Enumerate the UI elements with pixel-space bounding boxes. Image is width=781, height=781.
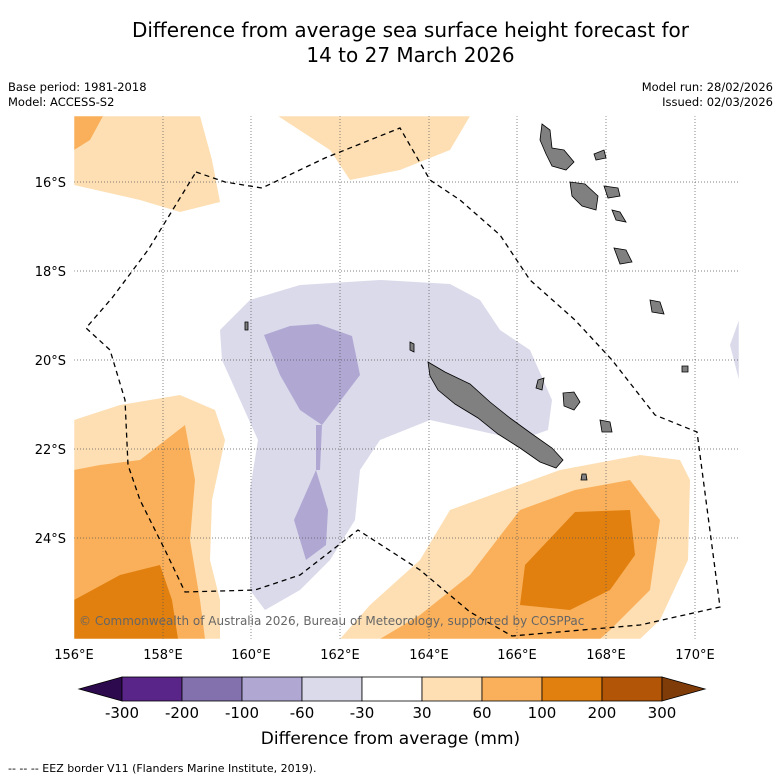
issued-date: Issued: 02/03/2026 (662, 95, 773, 109)
anomaly-region-purple-north (264, 324, 360, 425)
eez-border-line (85, 127, 721, 637)
colorbar-tick: 30 (412, 704, 432, 722)
anomaly-region-purple-neck (316, 425, 322, 470)
colorbar-segment (541, 676, 603, 702)
colorbar-tick: -300 (104, 704, 140, 722)
anomaly-region-orange-nw (74, 116, 103, 150)
colorbar-segment (481, 676, 543, 702)
lat-label: 18°S (35, 265, 66, 280)
island-pentecost (603, 185, 621, 199)
island-tanna (681, 365, 689, 373)
colorbar-label: Difference from average (mm) (260, 729, 521, 749)
colorbar-tick: 60 (472, 704, 492, 722)
eez-footnote: -- -- -- EEZ border V11 (Flanders Marine… (8, 762, 317, 775)
lon-label: 168°E (586, 648, 626, 663)
colorbar-segment (601, 676, 663, 702)
anomaly-region-lavender-east (730, 320, 739, 380)
anomaly-region-light-orange-n (278, 116, 470, 180)
lat-label: 20°S (35, 354, 66, 369)
colorbar-tick: -200 (164, 704, 200, 722)
meta-left: Base period: 1981-2018 Model: ACCESS-S2 (8, 80, 147, 110)
island-ambrym (611, 209, 627, 223)
lat-label: 16°S (35, 176, 66, 191)
anomaly-region-purple-south (294, 470, 328, 560)
lon-label: 156°E (54, 648, 94, 663)
island-small-1 (580, 473, 588, 481)
lat-label: 22°S (35, 443, 66, 458)
island-new-caledonia (427, 361, 564, 469)
gridlines (74, 116, 739, 639)
map-frame (73, 115, 740, 640)
colorbar-tick: -100 (224, 704, 260, 722)
lat-label: 24°S (35, 532, 66, 547)
anomaly-region-dark-orange-w (74, 565, 178, 639)
lon-label: 164°E (409, 648, 449, 663)
copyright-notice: © Commonwealth of Australia 2026, Bureau… (79, 614, 585, 628)
lon-axis-labels: 156°E 158°E 160°E 162°E 164°E 166°E 168°… (54, 648, 715, 663)
colorbar-over-arrow (661, 676, 707, 702)
colorbar-tick: -30 (349, 704, 375, 722)
island-small-3 (409, 341, 415, 353)
island-espiritu-santo (539, 123, 575, 171)
colorbar-tick: -60 (289, 704, 315, 722)
colorbar-tick: 200 (587, 704, 617, 722)
colorbar-segment (181, 676, 243, 702)
model-run: Model run: 28/02/2026 (641, 80, 773, 94)
colorbar-tick: 300 (647, 704, 677, 722)
island-mare (599, 419, 613, 433)
anomaly-region-light-orange-nw (74, 116, 220, 212)
island-erromango (649, 299, 665, 315)
lon-label: 162°E (320, 648, 360, 663)
island-small-2 (244, 321, 249, 331)
lon-label: 158°E (143, 648, 183, 663)
land-masses (244, 123, 689, 481)
colorbar-tick: 100 (527, 704, 557, 722)
colorbar-segment (241, 676, 303, 702)
lon-label: 160°E (231, 648, 271, 663)
meta-right: Model run: 28/02/2026 Issued: 02/03/2026 (642, 80, 773, 110)
lon-label: 166°E (497, 648, 537, 663)
island-efate (613, 247, 633, 265)
title-line-1: Difference from average sea surface heig… (131, 18, 690, 42)
colorbar-segment (301, 676, 363, 702)
anomaly-field (74, 116, 739, 639)
island-ouvea (535, 377, 545, 391)
colorbar-under-arrow (77, 676, 123, 702)
model-name: Model: ACCESS-S2 (8, 95, 115, 109)
island-lifou (562, 391, 581, 411)
chart-title: Difference from average sea surface heig… (0, 18, 781, 68)
colorbar-segment (361, 676, 423, 702)
base-period: Base period: 1981-2018 (8, 80, 147, 94)
colorbar-segment (121, 676, 183, 702)
lat-axis-labels: 16°S 18°S 20°S 22°S 24°S (35, 176, 66, 547)
lon-label: 170°E (675, 648, 715, 663)
island-ambae (593, 149, 607, 161)
colorbar-segment (421, 676, 483, 702)
title-line-2: 14 to 27 March 2026 (306, 43, 515, 67)
colorbar (77, 676, 707, 702)
island-malekula (569, 181, 599, 211)
